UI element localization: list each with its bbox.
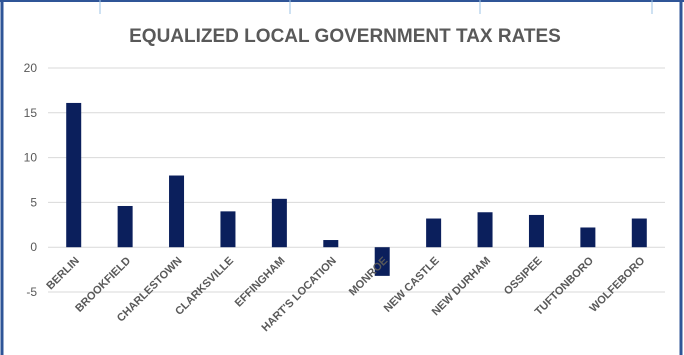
y-tick-label: 20 bbox=[24, 61, 38, 75]
bar-charlestown bbox=[169, 175, 185, 248]
bar-wolfeboro bbox=[631, 218, 647, 248]
y-tick-label: 15 bbox=[24, 106, 38, 120]
bar-new-durham bbox=[477, 212, 493, 248]
bar-layer bbox=[66, 102, 647, 276]
bar-ossipee bbox=[528, 214, 544, 248]
x-category-label: OSSIPEE bbox=[502, 255, 545, 298]
x-category-label: BERLIN bbox=[44, 255, 81, 292]
bar-new-castle bbox=[426, 218, 442, 248]
bar-monroe bbox=[374, 247, 390, 276]
y-tick-label: -5 bbox=[26, 285, 37, 299]
bar-hart-s-location bbox=[323, 240, 339, 248]
bar-tuftonboro bbox=[580, 227, 596, 248]
bar-brookfield bbox=[117, 205, 133, 248]
x-axis-labels: BERLINBROOKFIELDCHARLESTOWNCLARKSVILLEEF… bbox=[44, 255, 647, 335]
chart-title: EQUALIZED LOCAL GOVERNMENT TAX RATES bbox=[129, 26, 561, 47]
bar-clarksville bbox=[220, 211, 236, 248]
y-tick-label: 10 bbox=[24, 151, 38, 165]
bar-effingham bbox=[271, 198, 287, 248]
y-axis-ticks: 20 15 10 5 0 -5 bbox=[24, 61, 38, 299]
grid-layer bbox=[48, 67, 665, 293]
y-tick-label: 0 bbox=[30, 240, 37, 254]
y-tick-label: 5 bbox=[30, 195, 37, 209]
x-category-label: EFFINGHAM bbox=[233, 255, 288, 310]
x-category-label: WOLFEBORO bbox=[588, 255, 648, 315]
bar-berlin bbox=[66, 102, 82, 248]
